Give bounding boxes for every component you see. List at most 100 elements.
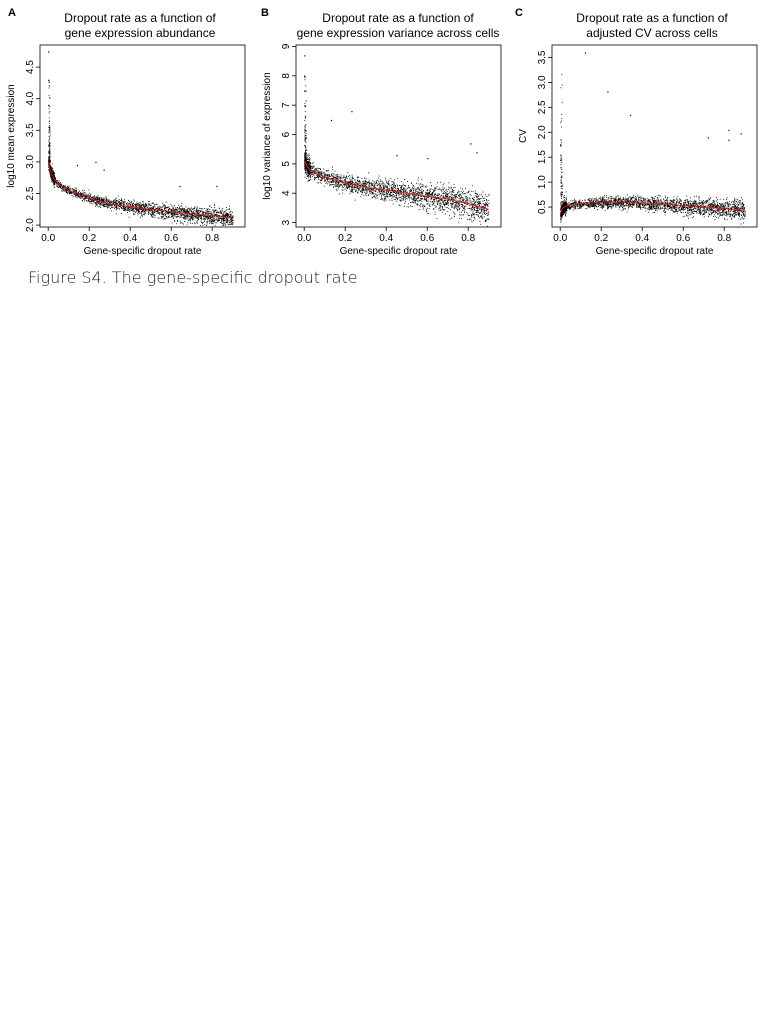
data-point [98, 197, 100, 199]
data-point [174, 214, 176, 216]
data-point [377, 197, 379, 199]
data-point [79, 195, 81, 197]
data-point [228, 223, 230, 225]
data-point [359, 185, 361, 186]
data-point [383, 194, 384, 196]
data-point [57, 181, 59, 183]
data-point [169, 208, 171, 210]
data-point [425, 193, 427, 195]
data-point [396, 197, 398, 199]
data-point [65, 187, 67, 189]
data-point [395, 197, 397, 199]
data-point [427, 201, 429, 202]
data-point [97, 200, 99, 202]
data-point [92, 200, 94, 202]
data-point [371, 197, 373, 199]
data-point [478, 195, 480, 197]
data-point [433, 190, 435, 192]
data-point [441, 199, 443, 201]
data-point [401, 189, 403, 191]
data-point [137, 205, 139, 207]
data-point [211, 220, 213, 222]
data-point [212, 209, 214, 211]
data-point [484, 209, 486, 211]
data-point [421, 206, 423, 208]
data-point [395, 196, 397, 198]
data-point [394, 186, 395, 188]
data-point [435, 194, 437, 196]
data-point [366, 188, 368, 190]
data-point [161, 211, 163, 213]
data-point [360, 196, 362, 198]
data-point [180, 205, 182, 207]
data-point [62, 189, 64, 191]
data-point [482, 203, 484, 205]
data-point [474, 206, 476, 208]
data-point [391, 198, 393, 200]
data-point [311, 172, 313, 174]
data-point [169, 217, 171, 219]
data-point [361, 190, 363, 192]
data-point [430, 193, 432, 195]
data-point [403, 198, 404, 200]
data-point [101, 197, 103, 199]
data-point [229, 216, 231, 217]
data-point [355, 185, 357, 187]
data-point [417, 200, 418, 202]
data-point [212, 221, 214, 223]
data-point [162, 213, 164, 215]
data-point [143, 209, 145, 211]
data-point [483, 205, 484, 207]
data-point [461, 206, 463, 208]
data-point [383, 188, 385, 189]
data-point [108, 199, 110, 201]
data-point [213, 211, 215, 213]
data-point [380, 183, 382, 185]
data-point [440, 205, 442, 206]
data-point [154, 214, 155, 216]
data-point [338, 177, 340, 179]
data-point [54, 182, 56, 183]
data-point [184, 210, 186, 212]
data-point [105, 200, 107, 202]
data-point [472, 199, 474, 201]
data-point [354, 183, 356, 185]
data-point [440, 206, 442, 208]
data-point [483, 197, 484, 199]
data-point [313, 165, 314, 167]
data-point [176, 215, 178, 217]
data-point [157, 208, 159, 210]
data-point [305, 171, 306, 173]
data-point [443, 182, 445, 184]
data-point [440, 209, 442, 211]
data-point [378, 190, 380, 192]
data-point [442, 208, 444, 210]
data-point [53, 171, 55, 173]
data-point [150, 208, 152, 209]
data-point [229, 224, 231, 226]
data-point [102, 202, 104, 204]
data-point [346, 177, 348, 179]
data-point [368, 189, 370, 191]
data-point [470, 195, 472, 197]
data-point [154, 206, 156, 208]
data-point [151, 206, 153, 208]
data-point [458, 195, 460, 197]
data-point [156, 203, 157, 205]
data-point [469, 193, 471, 195]
data-point [440, 209, 441, 211]
data-point [459, 207, 461, 209]
data-point [487, 219, 489, 220]
data-point [441, 191, 443, 193]
data-point [323, 177, 325, 179]
data-point [480, 215, 481, 217]
data-point [140, 204, 142, 206]
data-point [203, 215, 205, 217]
data-point [194, 215, 195, 217]
data-point [130, 205, 132, 207]
data-point [440, 199, 442, 201]
data-point [400, 187, 402, 189]
data-point [183, 213, 185, 215]
data-point [362, 180, 364, 182]
data-point [417, 200, 419, 202]
